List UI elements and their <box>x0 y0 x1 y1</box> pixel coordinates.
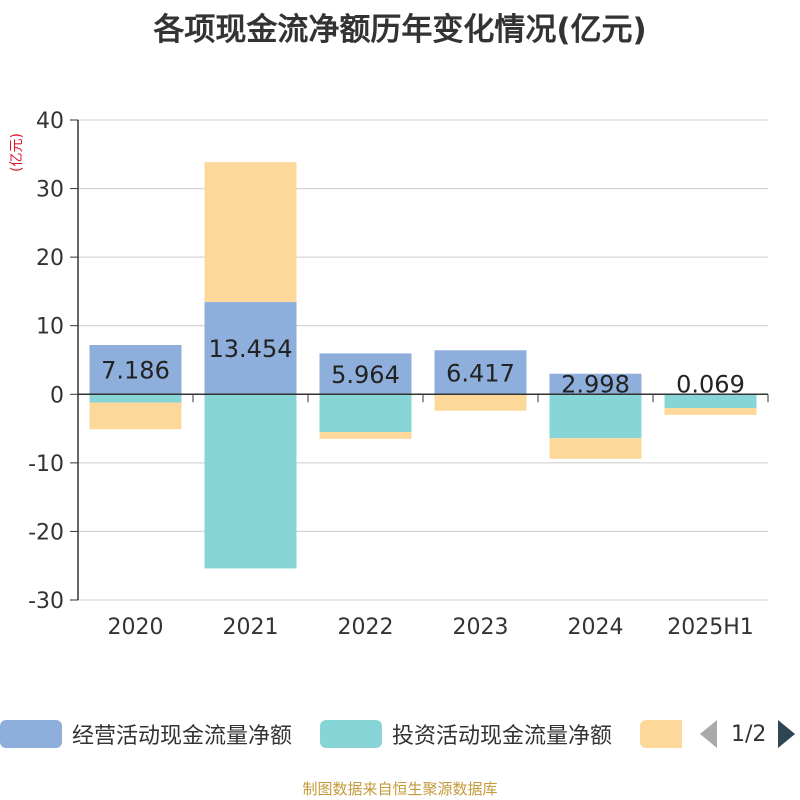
legend-swatch <box>320 720 382 748</box>
y-tick-label: 0 <box>50 383 64 408</box>
bar-segment <box>319 353 412 395</box>
data-label: 6.417 <box>446 359 515 387</box>
bar-segment <box>664 394 757 408</box>
bar-segment <box>664 408 757 415</box>
bar-segment <box>549 394 642 439</box>
legend-pager: 1/2 <box>700 718 796 750</box>
bar-segment <box>319 432 412 439</box>
data-label: 7.186 <box>101 357 170 385</box>
legend-item-third[interactable] <box>640 714 682 754</box>
chart-plot: 40 30 20 10 0 -10 -20 -30 2020 2021 2022 2023 2024 20… <box>28 109 769 640</box>
bar-segment <box>204 302 297 395</box>
y-tick-label: -20 <box>28 520 64 545</box>
bar-segment <box>204 394 297 569</box>
legend-swatch <box>640 720 682 748</box>
y-tick-label: 10 <box>36 315 64 340</box>
data-label: 0.069 <box>676 370 745 398</box>
legend-item-investing[interactable]: 投资活动现金流量净额 <box>320 714 612 754</box>
bar-segment <box>434 394 527 411</box>
legend-item-operating[interactable]: 经营活动现金流量净额 <box>0 714 292 754</box>
page-prev-icon[interactable] <box>700 720 717 748</box>
data-label: 2.998 <box>561 370 630 398</box>
x-tick-label: 2021 <box>223 615 279 640</box>
y-tick-label: 20 <box>36 246 64 271</box>
x-tick-label: 2023 <box>453 615 509 640</box>
bar-segment <box>549 438 642 459</box>
bar-segment <box>434 350 527 395</box>
y-tick-label: -30 <box>28 589 64 614</box>
data-label: 5.964 <box>331 361 400 389</box>
x-tick-label: 2025H1 <box>667 615 754 640</box>
chart-title: 各项现金流净额历年变化情况(亿元) <box>153 12 647 48</box>
data-label: 13.454 <box>209 335 293 363</box>
x-tick-label: 2020 <box>108 615 164 640</box>
bar-segment <box>89 402 182 430</box>
bar-segment <box>89 394 182 403</box>
legend: 经营活动现金流量净额 投资活动现金流量净额 1/2 <box>0 714 800 754</box>
bar-segment <box>549 373 642 395</box>
x-tick-label: 2024 <box>568 615 624 640</box>
bar-segment <box>319 394 412 432</box>
y-tick-label: 30 <box>36 178 64 203</box>
legend-swatch <box>0 720 62 748</box>
x-tick-label: 2022 <box>338 615 394 640</box>
legend-label: 经营活动现金流量净额 <box>72 724 293 749</box>
y-tick-label: -10 <box>28 452 64 477</box>
page-next-icon[interactable] <box>778 720 796 748</box>
bar-segment <box>204 162 297 303</box>
source-note: 制图数据来自恒生聚源数据库 <box>302 780 498 798</box>
legend-label: 投资活动现金流量净额 <box>392 724 613 749</box>
page-indicator: 1/2 <box>731 721 767 747</box>
bar-segment <box>89 345 182 395</box>
y-tick-label: 40 <box>36 109 64 134</box>
